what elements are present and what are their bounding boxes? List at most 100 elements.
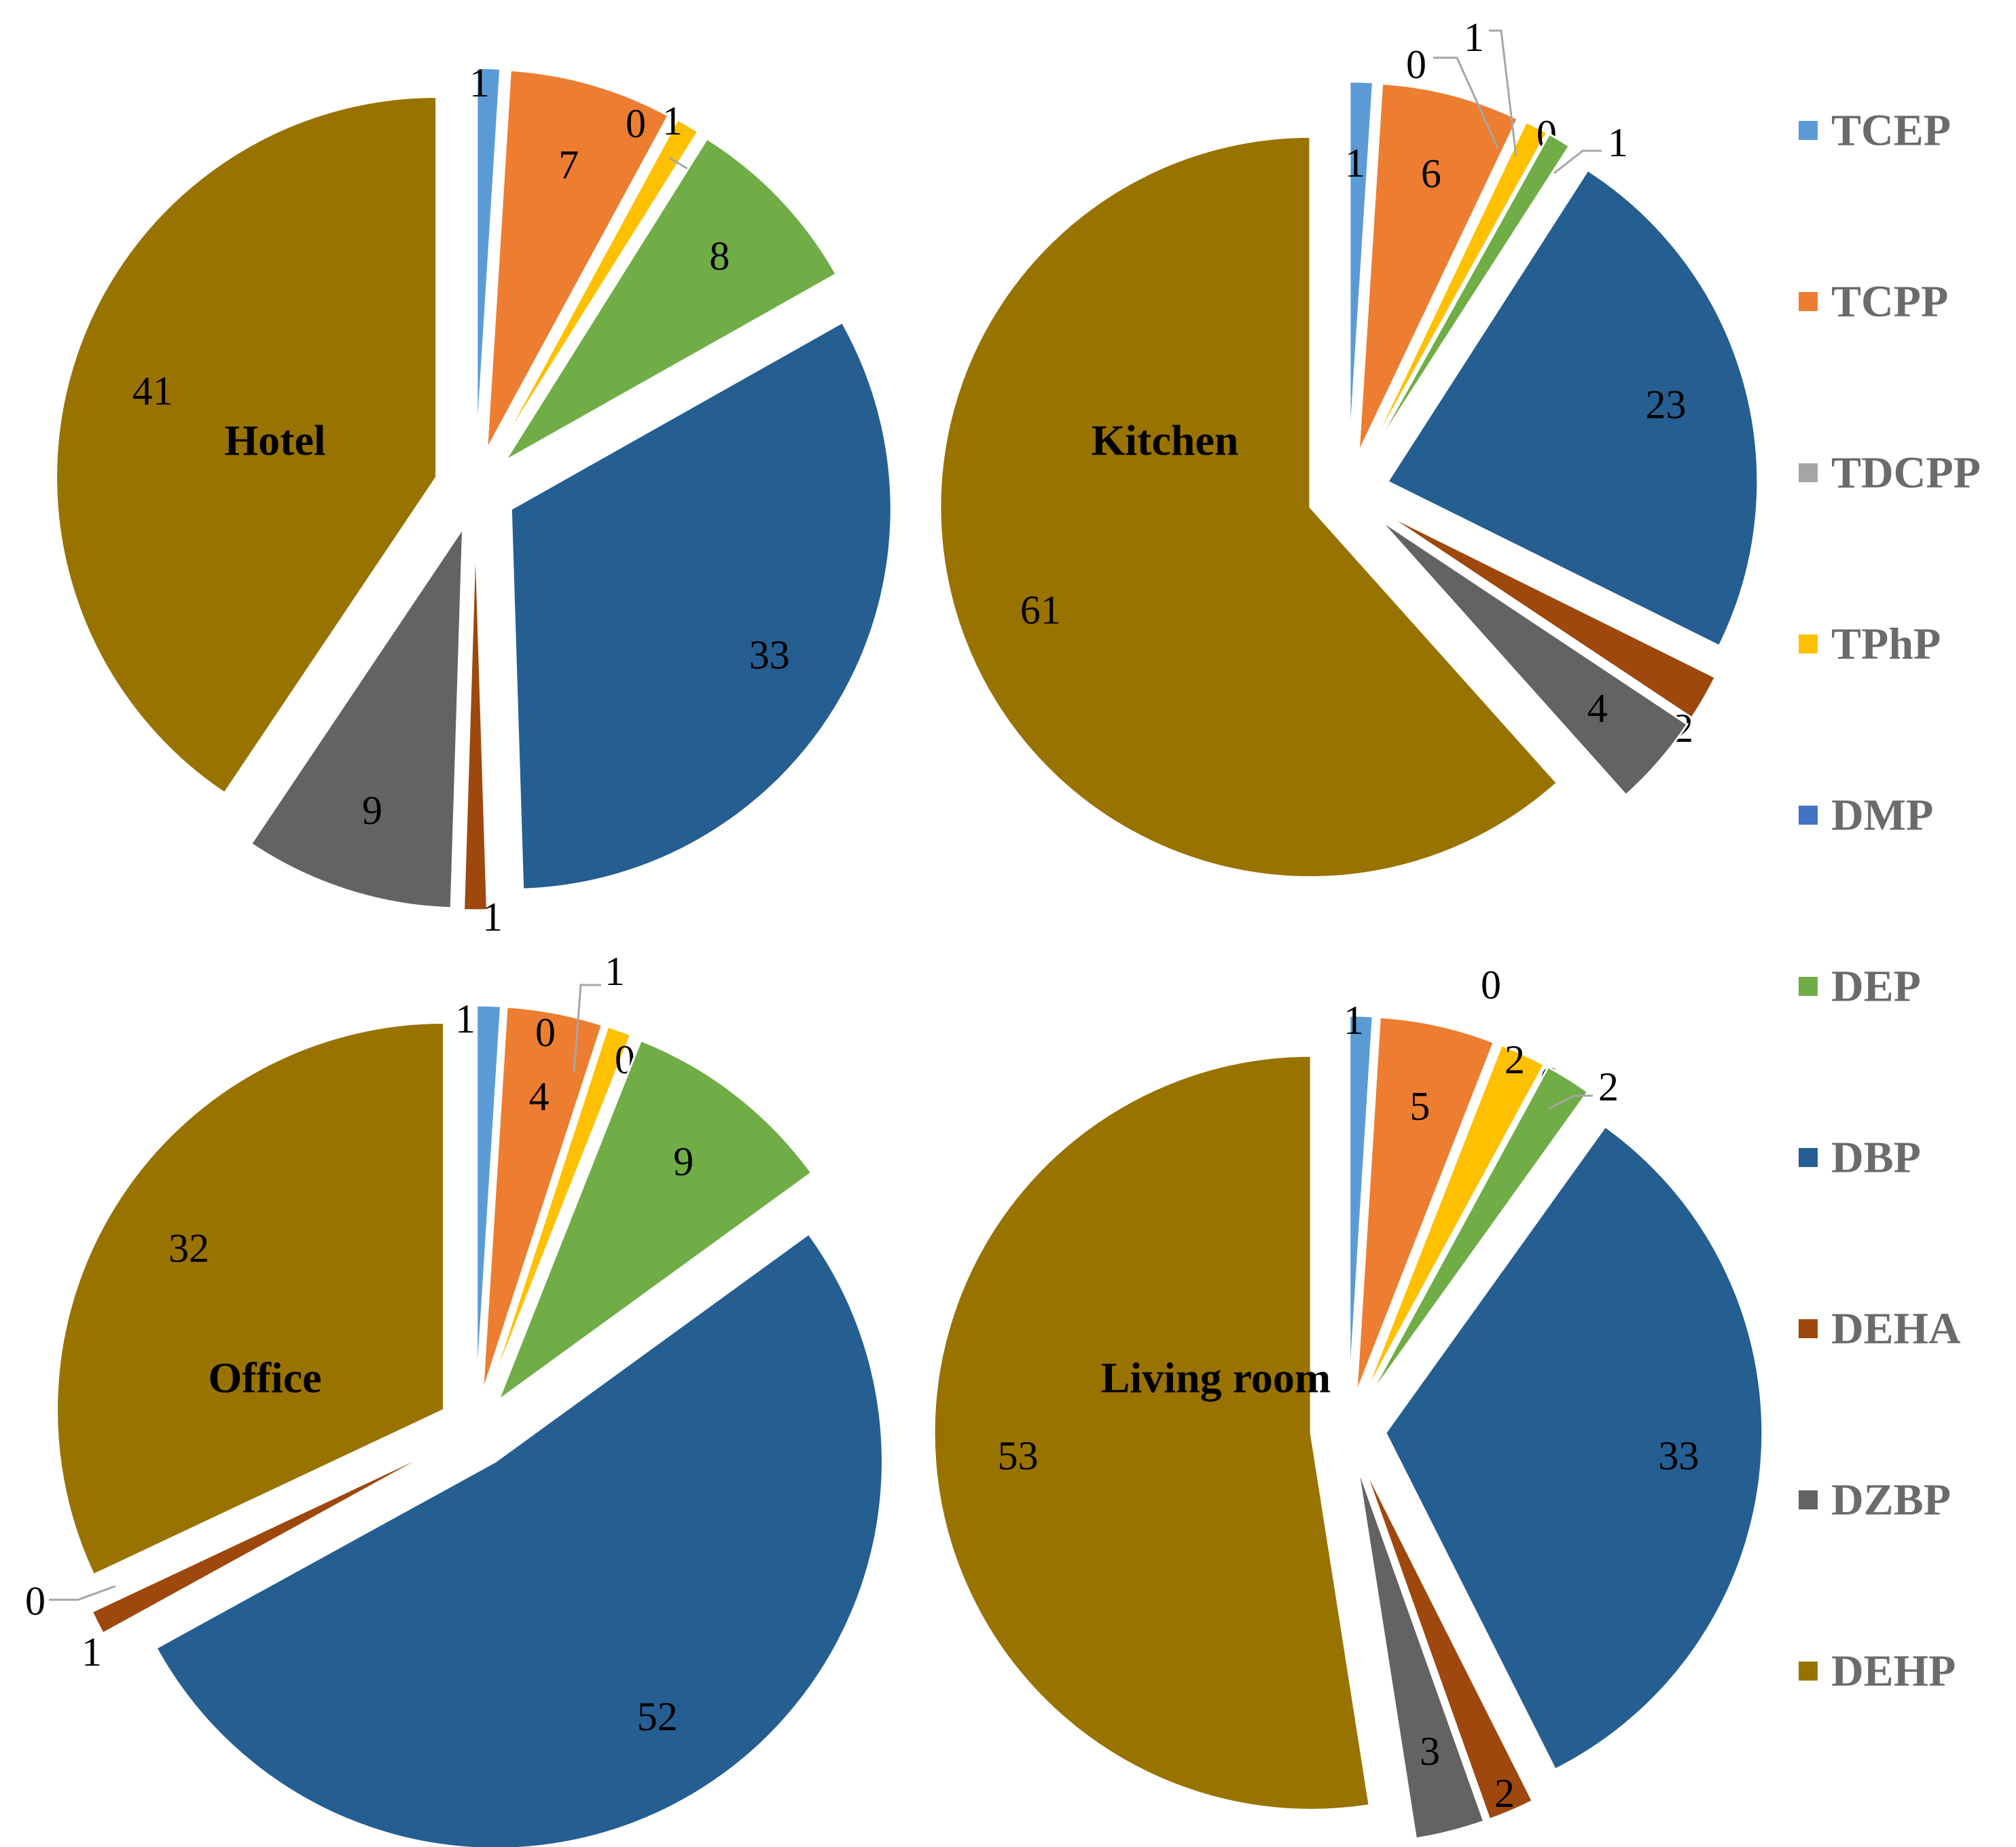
- pie-office-title: Office: [209, 1354, 322, 1402]
- pie-hotel: 170108331941Hotel: [55, 60, 893, 939]
- legend-item-tphp: TPhP: [1799, 620, 1941, 669]
- legend-item-dzbp: DZBP: [1799, 1475, 1951, 1525]
- legend-label-dzbp: DZBP: [1831, 1475, 1951, 1525]
- pie-living-room-label-deha: 2: [1494, 1771, 1515, 1816]
- pie-office-slice-tphp: [487, 1025, 632, 1395]
- pie-living-room-title: Living room: [1101, 1354, 1331, 1402]
- pie-kitchen: 160101232461Kitchen: [939, 15, 1759, 878]
- pie-kitchen-label-tcep: 1: [1345, 141, 1365, 185]
- pie-office-label-tdcpp: 0: [535, 1010, 556, 1055]
- pie-kitchen-slice-dzbp: [1378, 518, 1689, 797]
- pie-living-room-slice-deha: [1362, 1463, 1534, 1821]
- pie-kitchen-label-dbp: 23: [1646, 382, 1687, 427]
- pie-office-label-dehp: 32: [168, 1225, 209, 1270]
- pie-kitchen-slice-tphp: [1366, 120, 1549, 457]
- pie-living-room-slice-dehp: [933, 1054, 1371, 1811]
- pie-office-label-tcep: 1: [455, 997, 475, 1041]
- legend-label-dep: DEP: [1831, 962, 1921, 1011]
- pie-kitchen-label-dzbp: 4: [1587, 686, 1608, 731]
- pie-kitchen-slice-tcep: [1348, 80, 1375, 452]
- pie-living-room-label-dzbp: 3: [1420, 1729, 1440, 1774]
- legend-item-tcpp: TCPP: [1799, 277, 1948, 327]
- pie-office-leader-tphp: [573, 984, 601, 1073]
- pie-living-room-label-tcep: 1: [1344, 998, 1364, 1043]
- pie-living-room-label-tcpp: 5: [1409, 1084, 1430, 1129]
- pie-office-label-tcpp: 4: [529, 1074, 550, 1119]
- pie-living-room-label-tphp: 2: [1505, 1037, 1525, 1082]
- pie-hotel-slice-deha: [463, 529, 488, 912]
- pie-living-room-label-dehp: 53: [998, 1433, 1039, 1478]
- legend-label-dehp: DEHP: [1831, 1647, 1956, 1696]
- pie-hotel-label-tdcpp: 0: [626, 101, 646, 146]
- pie-living-room-slice-dzbp: [1356, 1465, 1486, 1840]
- legend-label-tcpp: TCPP: [1831, 277, 1948, 327]
- legend: TCEP TCPP TDCPP TPhP DMP DEP DBP DEHA DZBP DEHP: [1799, 106, 1981, 1696]
- legend-item-deha: DEHA: [1799, 1304, 1961, 1354]
- pie-hotel-slice-tphp: [494, 118, 700, 454]
- pie-hotel-slice-dep: [504, 137, 838, 462]
- pie-hotel-label-tcep: 1: [469, 60, 490, 105]
- pie-office-label-tphp: 1: [605, 949, 625, 994]
- pie-office-slice-deha: [90, 1446, 443, 1635]
- pie-office-slice-tcpp: [481, 1005, 604, 1394]
- legend-swatch-tcpp: [1799, 292, 1818, 311]
- pie-kitchen-slice-dbp: [1386, 168, 1759, 648]
- legend-item-dep: DEP: [1799, 962, 1921, 1011]
- pie-hotel-slice-tcpp: [486, 69, 670, 451]
- pie-hotel-slice-dehp: [55, 96, 438, 795]
- pie-living-room-slice-tcpp: [1355, 1016, 1496, 1394]
- pie-office-label-deha: 1: [82, 1630, 102, 1674]
- legend-label-deha: DEHA: [1831, 1304, 1961, 1354]
- pie-living-room-slice-dep: [1367, 1065, 1589, 1399]
- pie-office-label-dbp: 52: [637, 1694, 678, 1739]
- pie-office-label-dzbp: 0: [25, 1579, 46, 1624]
- legend-swatch-tcep: [1799, 121, 1818, 140]
- pie-charts: 170108331941Hotel160101232461Kitchen1401…: [25, 15, 1764, 1847]
- pie-living-room-label-dbp: 33: [1658, 1433, 1699, 1478]
- pie-kitchen-title: Kitchen: [1092, 416, 1239, 465]
- pie-office-slice-tcep: [475, 1004, 503, 1393]
- pie-living-room-slice-dbp: [1384, 1125, 1764, 1771]
- legend-swatch-dehp: [1799, 1662, 1818, 1681]
- pie-living-room-slice-tcep: [1348, 1014, 1374, 1393]
- pie-living-room-label-dep: 2: [1598, 1064, 1619, 1109]
- pie-kitchen-label-dep: 1: [1608, 120, 1628, 165]
- pie-living-room-label-tdcpp: 0: [1481, 963, 1501, 1007]
- pie-kitchen-slice-deha: [1383, 512, 1717, 719]
- legend-item-dbp: DBP: [1799, 1133, 1921, 1183]
- pie-hotel-label-dzbp: 9: [362, 788, 382, 833]
- legend-swatch-tphp: [1799, 634, 1818, 653]
- pie-hotel-label-dep: 8: [709, 234, 730, 279]
- pie-hotel-slice-dbp: [509, 321, 893, 891]
- legend-swatch-dzbp: [1799, 1490, 1818, 1509]
- pie-hotel-label-dbp: 33: [749, 632, 790, 677]
- pie-living-room: 150202332353Living room: [933, 963, 1764, 1840]
- pie-living-room-leader-dep: [1548, 1094, 1593, 1110]
- legend-swatch-dep: [1799, 977, 1818, 996]
- pie-kitchen-label-tphp: 1: [1464, 15, 1484, 60]
- pie-office-label-dep: 9: [673, 1139, 694, 1184]
- legend-label-dbp: DBP: [1831, 1133, 1921, 1183]
- legend-label-tphp: TPhP: [1831, 620, 1941, 669]
- pie-kitchen-label-dehp: 61: [1020, 588, 1061, 632]
- legend-swatch-tdcpp: [1799, 463, 1818, 482]
- pie-hotel-label-tcpp: 7: [558, 143, 579, 187]
- legend-swatch-dmp: [1799, 806, 1818, 825]
- pie-office-slice-dbp: [154, 1232, 884, 1847]
- pie-hotel-slice-dzbp: [249, 524, 465, 910]
- pie-living-room-slice-tphp: [1363, 1043, 1546, 1397]
- pie-hotel-label-deha: 1: [482, 895, 503, 939]
- pie-office-leader-dzbp: [49, 1585, 116, 1601]
- legend-item-tcep: TCEP: [1799, 106, 1951, 156]
- pie-hotel-label-dehp: 41: [132, 368, 173, 413]
- legend-swatch-dbp: [1799, 1148, 1818, 1167]
- pie-office-slice-dep: [496, 1039, 813, 1403]
- legend-label-tcep: TCEP: [1831, 106, 1951, 156]
- legend-item-dmp: DMP: [1799, 791, 1933, 840]
- pie-hotel-title: Hotel: [224, 416, 325, 465]
- legend-label-tdcpp: TDCPP: [1831, 448, 1981, 498]
- pie-hotel-slice-tcep: [475, 67, 502, 449]
- legend-item-tdcpp: TDCPP: [1799, 448, 1981, 498]
- pie-kitchen-leader-tdcpp: [1433, 56, 1499, 149]
